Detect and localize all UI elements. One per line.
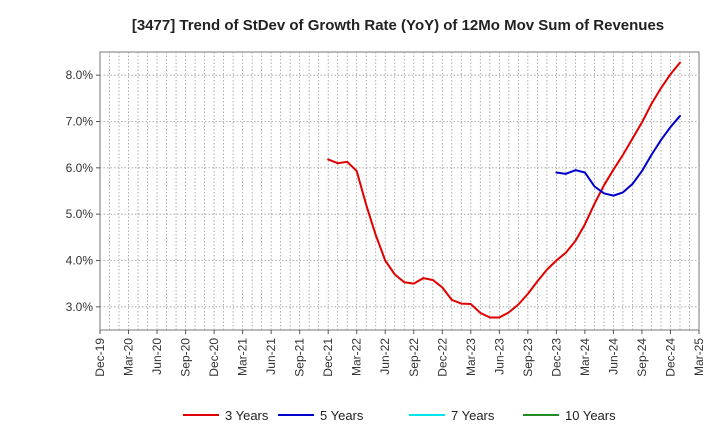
y-tick-label: 6.0% xyxy=(66,161,94,175)
x-tick-label: Sep-20 xyxy=(179,338,193,377)
x-tick-label: Dec-19 xyxy=(93,338,107,377)
x-tick-label: Sep-22 xyxy=(407,338,421,377)
x-axis-ticks: Dec-19 Mar-20 Jun-20 Sep-20 Dec-20 Mar-21 Jun-… xyxy=(93,330,706,377)
x-tick-label: Mar-21 xyxy=(236,338,250,376)
y-axis-ticks: 3.0% 4.0% 5.0% 6.0% 7.0% 8.0% xyxy=(66,68,100,314)
x-tick-label: Jun-24 xyxy=(606,338,620,375)
x-tick-label: Dec-24 xyxy=(663,338,677,377)
x-tick-label: Mar-23 xyxy=(464,338,478,376)
x-tick-label: Dec-23 xyxy=(549,338,563,377)
y-tick-label: 4.0% xyxy=(66,254,94,268)
y-tick-label: 8.0% xyxy=(66,68,94,82)
x-tick-label: Mar-20 xyxy=(122,338,136,376)
x-tick-label: Dec-22 xyxy=(435,338,449,377)
x-tick-label: Dec-21 xyxy=(321,338,335,377)
y-tick-label: 3.0% xyxy=(66,300,94,314)
x-tick-label: Jun-20 xyxy=(150,338,164,375)
plot-area xyxy=(99,51,700,331)
x-tick-label: Sep-23 xyxy=(521,338,535,377)
legend-label-7-years: 7 Years xyxy=(451,408,495,423)
y-tick-label: 7.0% xyxy=(66,115,94,129)
legend-label-10-years: 10 Years xyxy=(565,408,616,423)
chart-title: [3477] Trend of StDev of Growth Rate (Yo… xyxy=(132,17,664,34)
x-tick-label: Mar-25 xyxy=(692,338,706,376)
x-tick-label: Mar-24 xyxy=(578,338,592,376)
legend-label-3-years: 3 Years xyxy=(225,408,269,423)
series-layer xyxy=(327,61,681,319)
series-line-5-years xyxy=(555,114,681,197)
x-tick-label: Jun-23 xyxy=(492,338,506,375)
x-tick-label: Sep-24 xyxy=(635,338,649,377)
legend: 3 Years 5 Years 7 Years 10 Years xyxy=(183,408,616,423)
series-line-3-years xyxy=(327,61,681,319)
x-tick-label: Sep-21 xyxy=(293,338,307,377)
x-tick-label: Mar-22 xyxy=(350,338,364,376)
x-tick-label: Jun-21 xyxy=(264,338,278,375)
x-tick-label: Dec-20 xyxy=(207,338,221,377)
x-gridlines xyxy=(109,52,690,330)
legend-label-5-years: 5 Years xyxy=(320,408,364,423)
y-tick-label: 5.0% xyxy=(66,207,94,221)
x-tick-label: Jun-22 xyxy=(378,338,392,375)
